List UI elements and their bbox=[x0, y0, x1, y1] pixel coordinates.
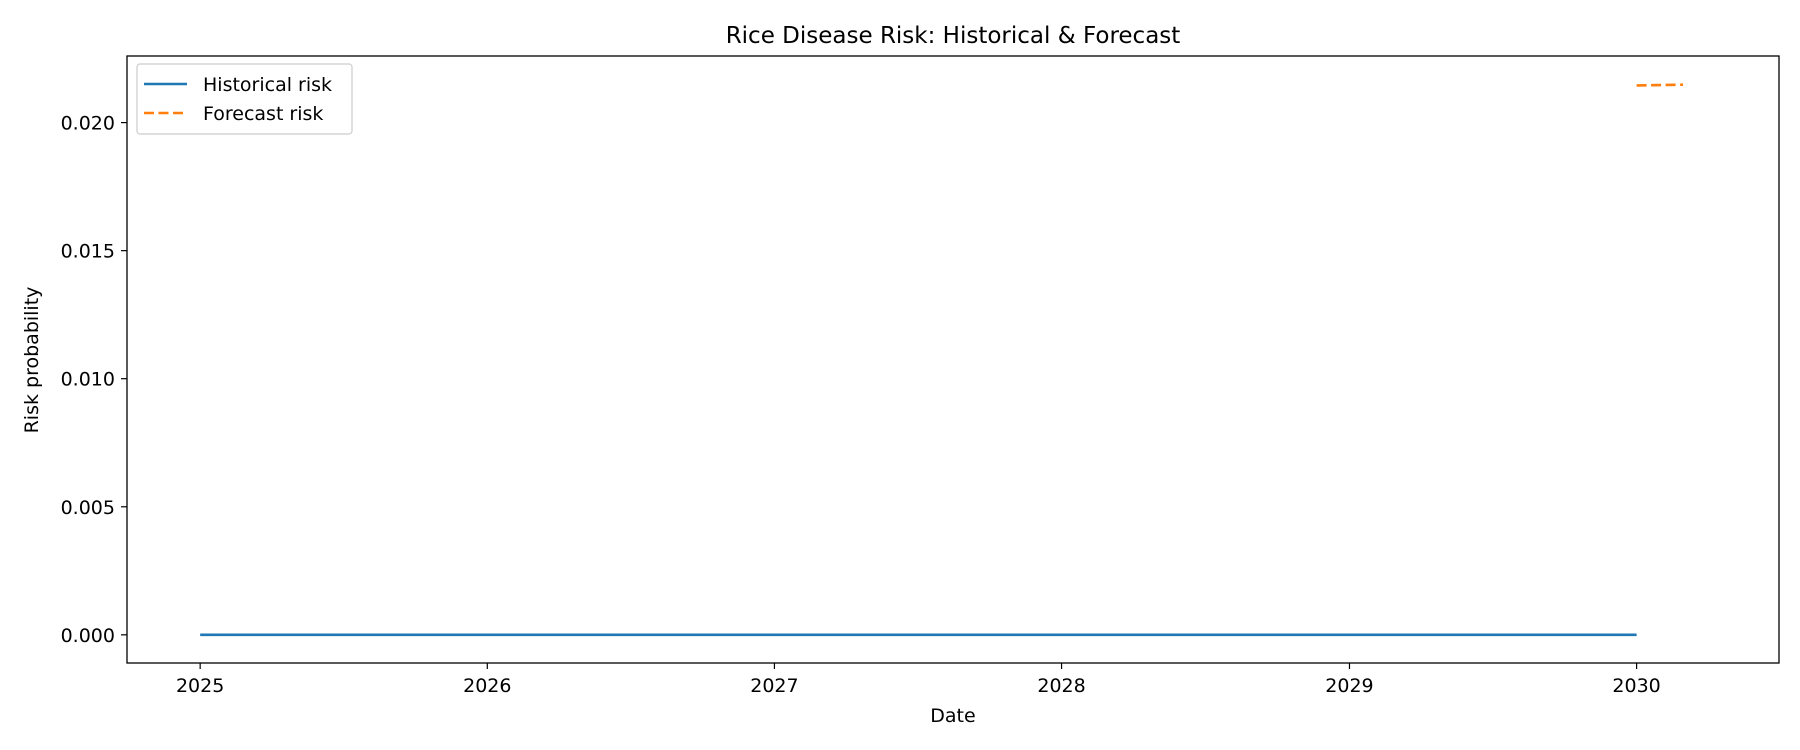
x-tick-label: 2027 bbox=[750, 675, 798, 697]
y-tick-label: 0.020 bbox=[61, 113, 115, 135]
legend: Historical risk Forecast risk bbox=[136, 63, 353, 135]
x-tick-label: 2030 bbox=[1612, 675, 1660, 697]
y-axis: 0.000 0.005 0.010 0.015 0.020 bbox=[61, 113, 127, 647]
plot-frame bbox=[126, 55, 1780, 664]
series-layer bbox=[200, 83, 1684, 637]
series-line-1 bbox=[1636, 83, 1684, 87]
chart-title: Rice Disease Risk: Historical & Forecast bbox=[726, 23, 1181, 49]
y-tick-label: 0.000 bbox=[61, 625, 115, 647]
legend-label-1: Forecast risk bbox=[203, 103, 323, 125]
plot-area bbox=[127, 56, 1779, 663]
x-tick-label: 2026 bbox=[463, 675, 511, 697]
y-tick-label: 0.015 bbox=[61, 241, 115, 263]
x-tick-label: 2025 bbox=[176, 675, 224, 697]
x-tick-label: 2029 bbox=[1325, 675, 1373, 697]
legend-box bbox=[136, 63, 353, 135]
y-tick-label: 0.005 bbox=[61, 497, 115, 519]
legend-label-0: Historical risk bbox=[203, 74, 332, 96]
y-tick-label: 0.010 bbox=[61, 369, 115, 391]
y-axis-label: Risk probability bbox=[21, 287, 43, 434]
x-axis: 2025 2026 2027 2028 2029 2030 bbox=[176, 663, 1661, 697]
x-tick-label: 2028 bbox=[1037, 675, 1085, 697]
x-axis-label: Date bbox=[930, 705, 975, 727]
